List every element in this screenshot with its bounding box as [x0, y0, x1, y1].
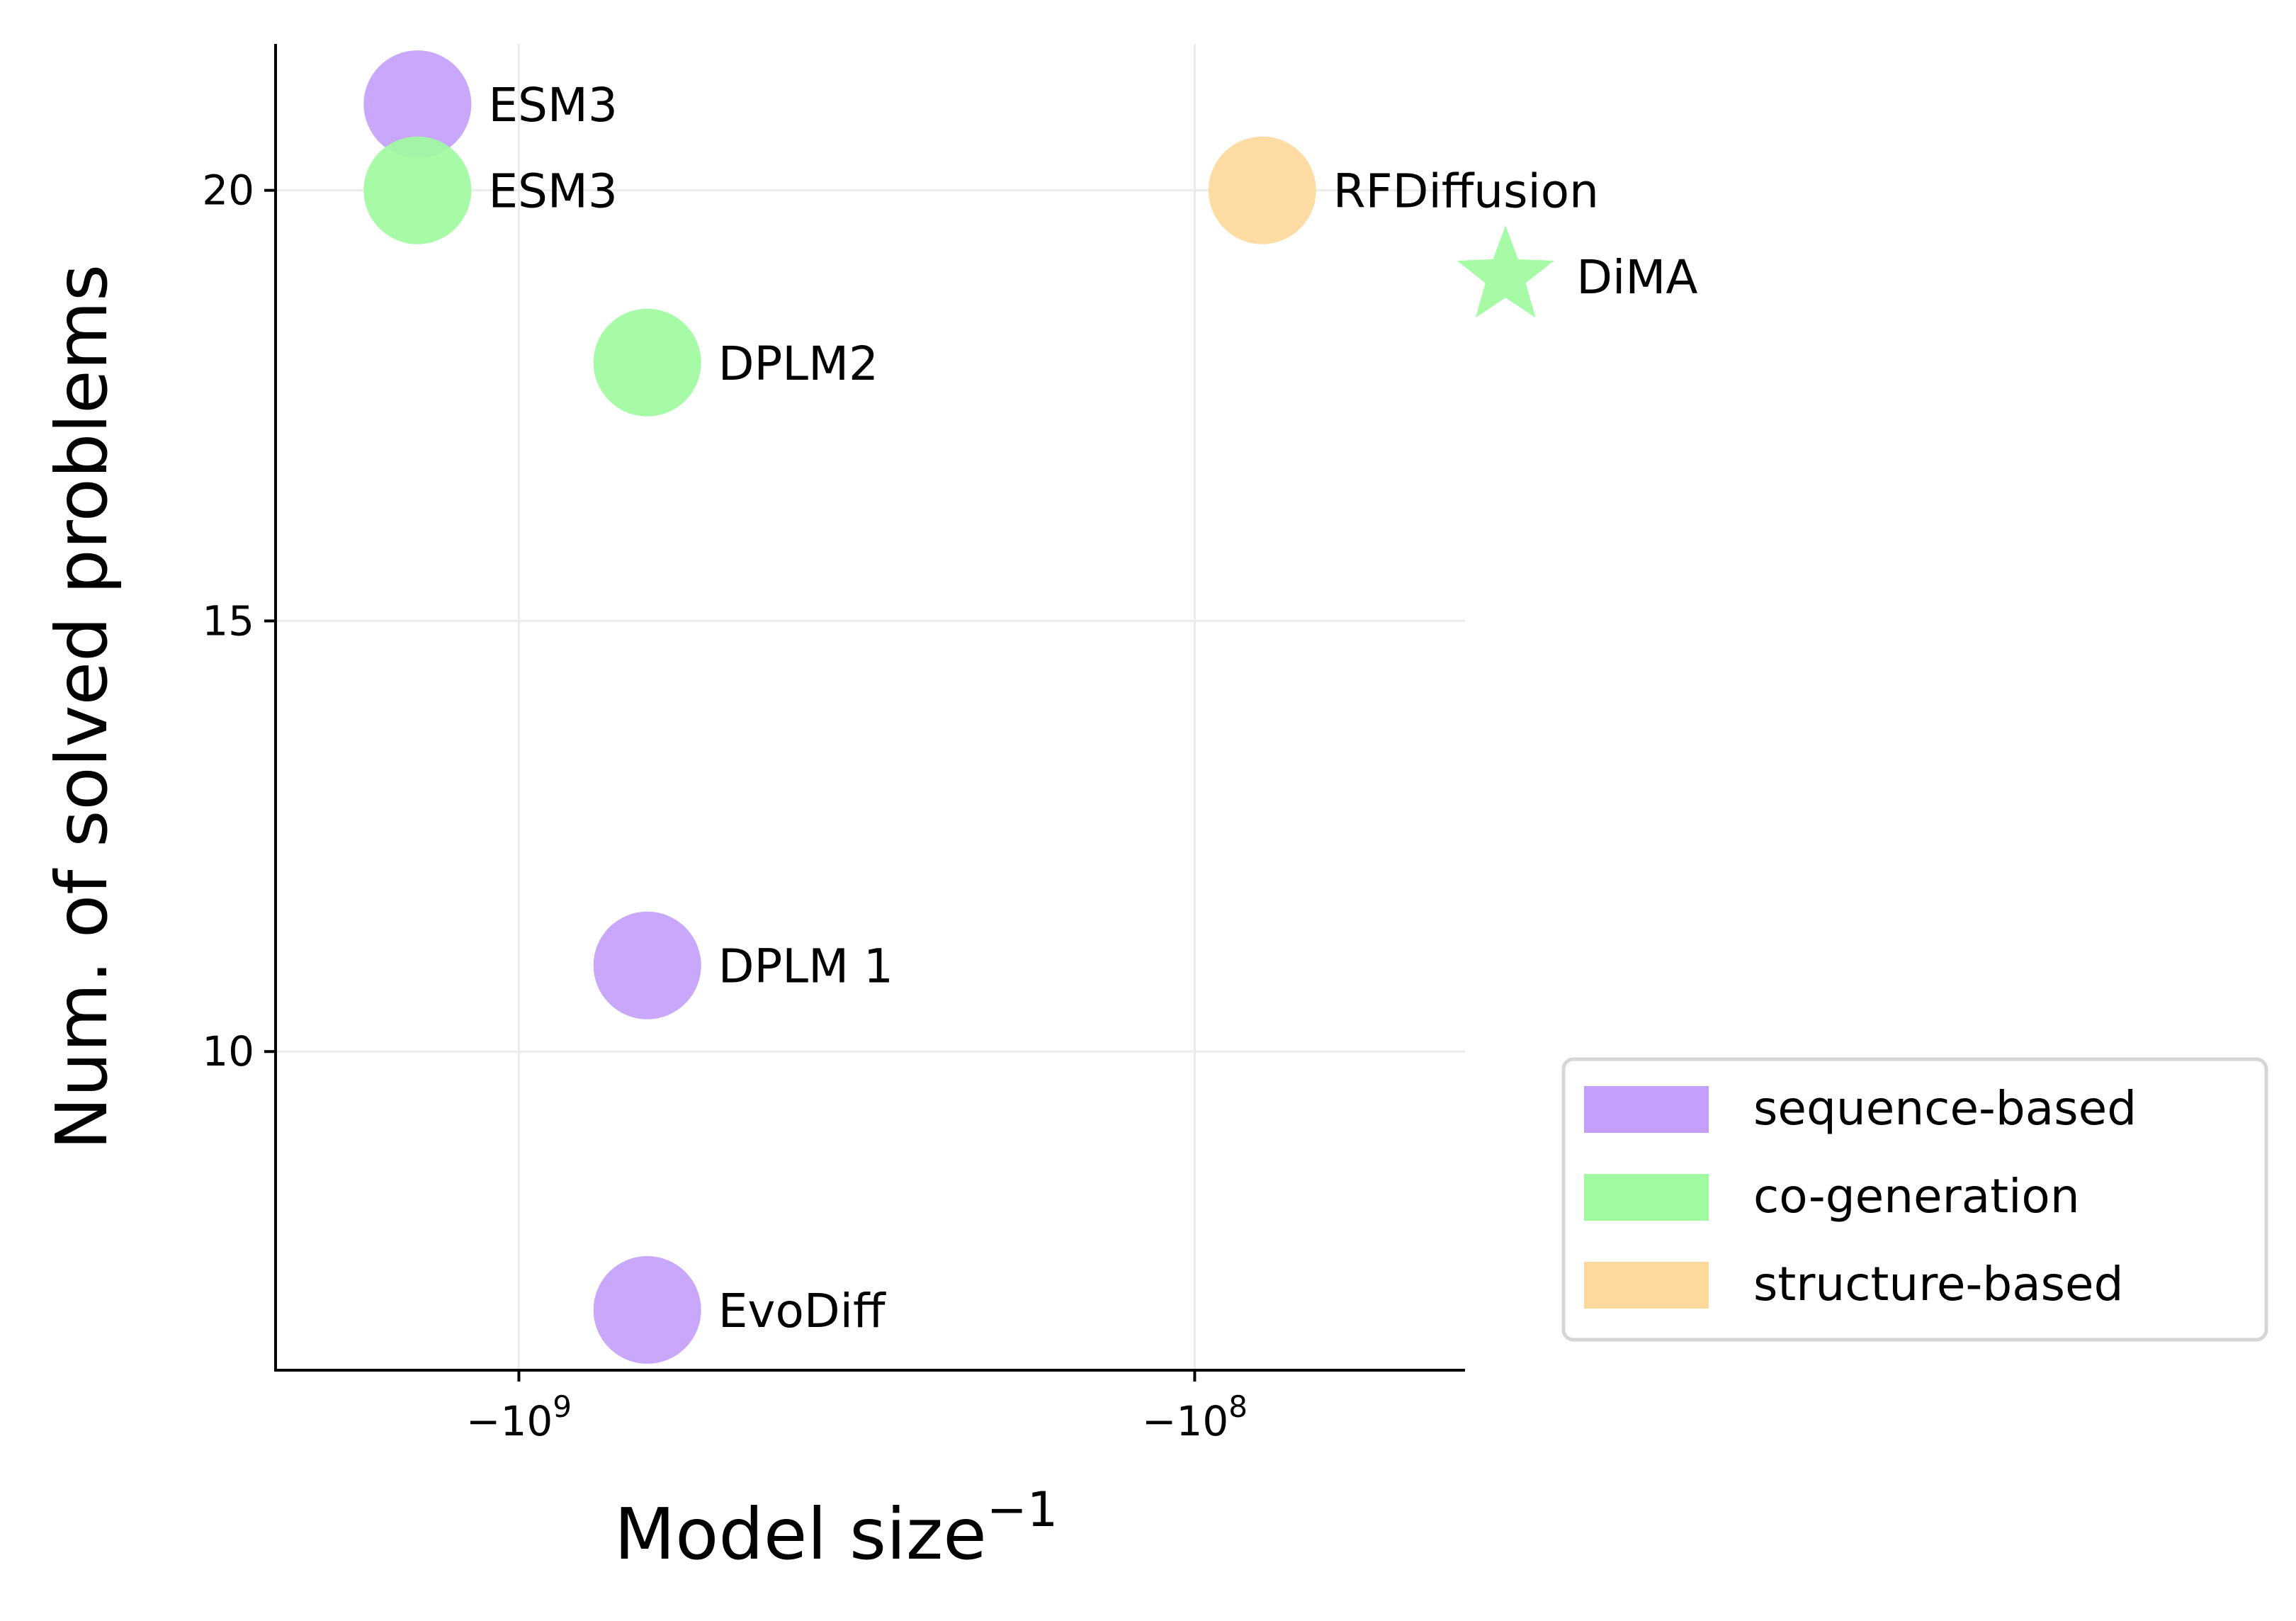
point-marker-dima-star — [1457, 225, 1554, 318]
axes — [274, 44, 1465, 1372]
x-tick-label-base: −10 — [466, 1397, 553, 1445]
y-axis-title: Num. of solved problems — [40, 264, 123, 1150]
y-tick-label: 15 — [202, 597, 254, 645]
point-marker-esm3 — [363, 136, 472, 244]
legend-label-sequence: sequence-based — [1753, 1081, 2137, 1136]
point-label-evodiff: EvoDiff — [718, 1284, 886, 1338]
legend-swatch-sequence — [1584, 1086, 1709, 1133]
y-tick-label: 10 — [202, 1027, 254, 1075]
x-tick-label: −108 — [1142, 1389, 1248, 1445]
legend-swatch-structure — [1584, 1262, 1709, 1309]
x-axis-title-superscript: −1 — [987, 1482, 1058, 1538]
legend: sequence-based co-generation structure-bas… — [1561, 1057, 2268, 1342]
legend-label-structure: structure-based — [1753, 1257, 2124, 1311]
legend-swatch-cogen — [1584, 1174, 1709, 1221]
x-tick-label-exponent: 9 — [553, 1389, 572, 1424]
point-marker-dplm-1 — [593, 911, 701, 1020]
point-label-esm3: ESM3 — [488, 164, 618, 219]
point-marker-rfdiffusion — [1208, 136, 1316, 244]
x-tick-label-base: −10 — [1142, 1397, 1228, 1445]
x-tick-label-exponent: 8 — [1228, 1389, 1248, 1424]
data-points: ESM3 ESM3 DPLM2 DPLM 1 EvoDiff RFDiffusion DiM… — [363, 50, 1698, 1364]
legend-label-cogen: co-generation — [1753, 1169, 2080, 1224]
point-marker-esm3 — [363, 50, 472, 159]
x-axis-title-text: Model size — [614, 1493, 987, 1576]
point-marker-dplm2 — [593, 308, 701, 417]
legend-frame — [1561, 1057, 2268, 1342]
point-marker-evodiff — [593, 1255, 701, 1364]
x-axis-title: Model size−1 — [614, 1482, 1058, 1576]
point-label-dplm-1: DPLM 1 — [718, 939, 893, 994]
point-label-esm3: ESM3 — [488, 78, 618, 132]
point-label-dima: DiMA — [1576, 250, 1697, 305]
point-label-dplm2: DPLM2 — [718, 337, 878, 391]
y-tick-label: 20 — [202, 166, 254, 215]
point-label-rfdiffusion: RFDiffusion — [1333, 164, 1599, 219]
grid-lines — [276, 44, 1465, 1370]
x-tick-label: −109 — [466, 1389, 572, 1445]
